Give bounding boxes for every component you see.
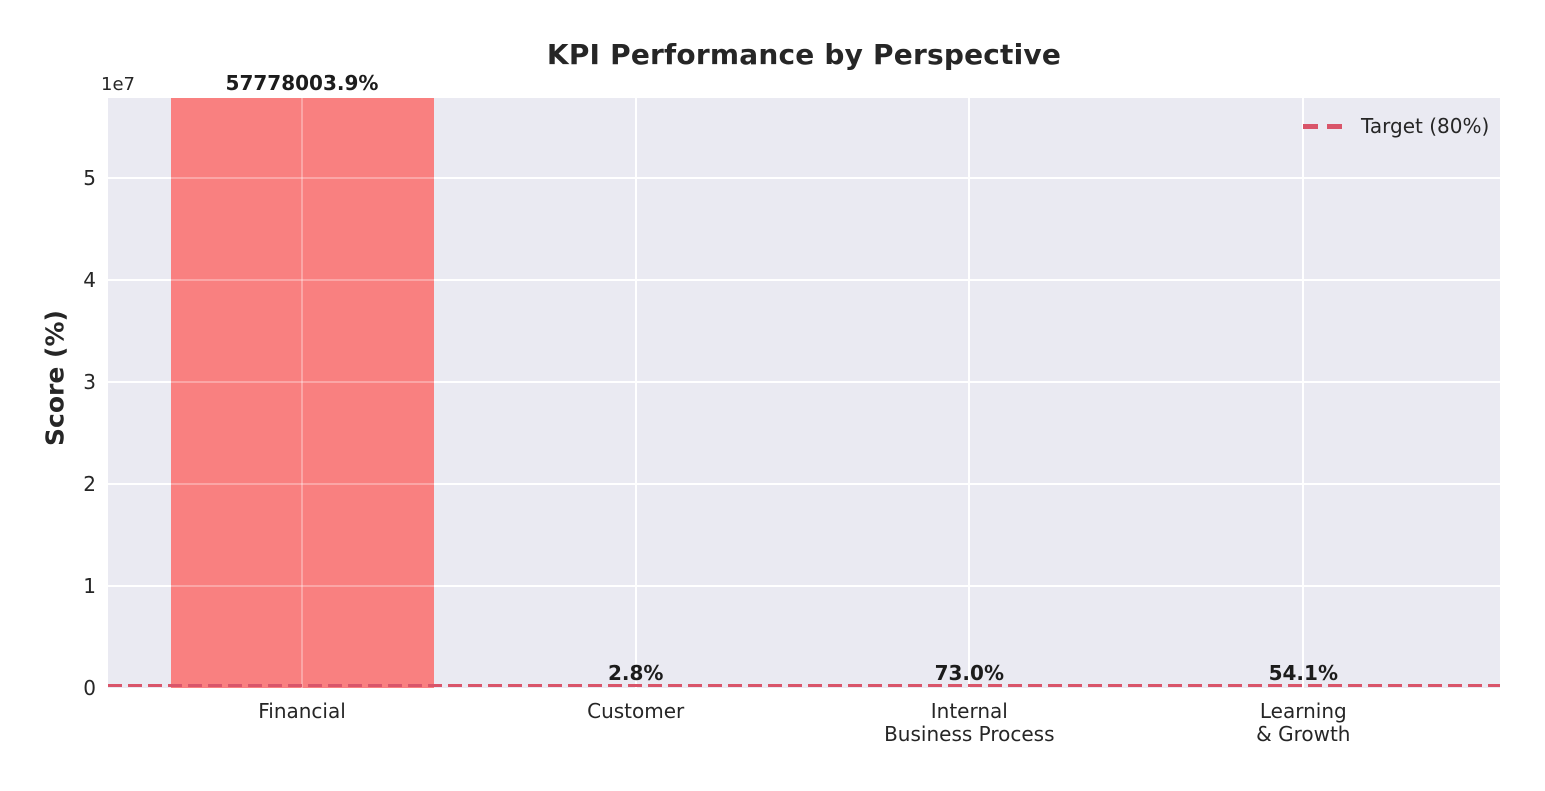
bar-value-label: 57778003.9% xyxy=(225,71,379,96)
x-tick-label: Internal Business Process xyxy=(884,699,1055,746)
gridline-vertical xyxy=(1302,98,1305,688)
gridline-horizontal xyxy=(108,380,1500,383)
bar-value-label: 73.0% xyxy=(934,660,1004,685)
y-tick-label: 0 xyxy=(83,676,96,700)
legend: Target (80%) xyxy=(1303,112,1489,140)
y-tick-label: 4 xyxy=(83,267,96,292)
gridline-vertical-overlay xyxy=(968,98,971,688)
gridline-horizontal xyxy=(108,482,1500,485)
gridline-horizontal-overlay xyxy=(108,380,1500,383)
x-tick-label: Customer xyxy=(587,699,685,723)
x-tick-label: Financial xyxy=(258,699,346,723)
gridline-horizontal-overlay xyxy=(108,482,1500,485)
gridline-horizontal xyxy=(108,176,1500,179)
gridline-vertical xyxy=(634,98,637,688)
gridline-horizontal-overlay xyxy=(108,584,1500,587)
bar-value-label: 54.1% xyxy=(1268,660,1338,685)
x-tick-label: Learning & Growth xyxy=(1256,699,1351,746)
y-tick-label: 2 xyxy=(83,471,96,496)
bar xyxy=(170,98,434,688)
y-tick-label: 1 xyxy=(83,573,96,598)
y-tick-label: 3 xyxy=(83,369,96,394)
gridline-vertical-overlay xyxy=(1302,98,1305,688)
legend-label: Target (80%) xyxy=(1361,114,1490,138)
plot-area xyxy=(108,98,1500,688)
chart-title: KPI Performance by Perspective xyxy=(546,38,1062,71)
y-tick-label: 5 xyxy=(83,165,96,190)
gridline-vertical-overlay xyxy=(301,98,303,688)
gridline-horizontal-overlay xyxy=(108,278,1500,281)
gridline-horizontal xyxy=(108,278,1500,281)
y-axis-offset-label: 1e7 xyxy=(101,74,135,95)
target-line xyxy=(108,684,1500,687)
target-line-dash-icon xyxy=(1303,123,1345,129)
gridline-horizontal-overlay xyxy=(108,176,1500,179)
gridline-vertical xyxy=(968,98,971,688)
bar-value-label: 2.8% xyxy=(607,661,664,685)
gridline-horizontal xyxy=(108,584,1500,587)
gridline-vertical-overlay xyxy=(634,98,637,688)
